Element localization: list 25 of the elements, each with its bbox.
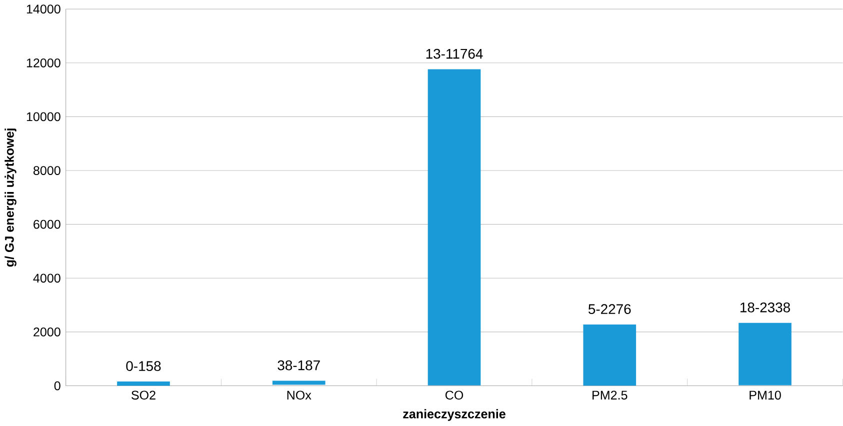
y-axis-title: g/ GJ energii użytkowej <box>4 128 16 267</box>
y-tick-label: 0 <box>54 382 60 390</box>
y-tick-label: 10000 <box>26 112 60 122</box>
x-axis-title: zanieczyszczenie <box>403 409 506 422</box>
y-tick-label: 6000 <box>34 220 60 230</box>
data-label: 0-158 <box>126 361 161 372</box>
x-tick-label: PM2.5 <box>592 390 628 400</box>
x-tick-label: CO <box>445 390 464 400</box>
data-label: 13-11764 <box>426 49 483 59</box>
x-tick-label: PM10 <box>750 390 781 400</box>
x-tick-label: NOx <box>287 390 312 400</box>
y-tick-label: 8000 <box>34 166 60 176</box>
bar <box>738 323 792 386</box>
x-tick-label: SO2 <box>132 390 156 400</box>
data-label: 18-2338 <box>740 302 790 313</box>
data-label: 5-2276 <box>588 304 631 314</box>
bar <box>428 70 481 386</box>
y-tick-label: 12000 <box>26 58 60 68</box>
y-tick-label: 2000 <box>34 328 60 337</box>
bar <box>117 382 170 386</box>
y-tick-label: 4000 <box>33 274 60 283</box>
data-label: 38-187 <box>278 360 320 370</box>
bar <box>272 380 326 386</box>
bar <box>583 324 636 386</box>
y-tick-label: 14000 <box>26 4 60 14</box>
